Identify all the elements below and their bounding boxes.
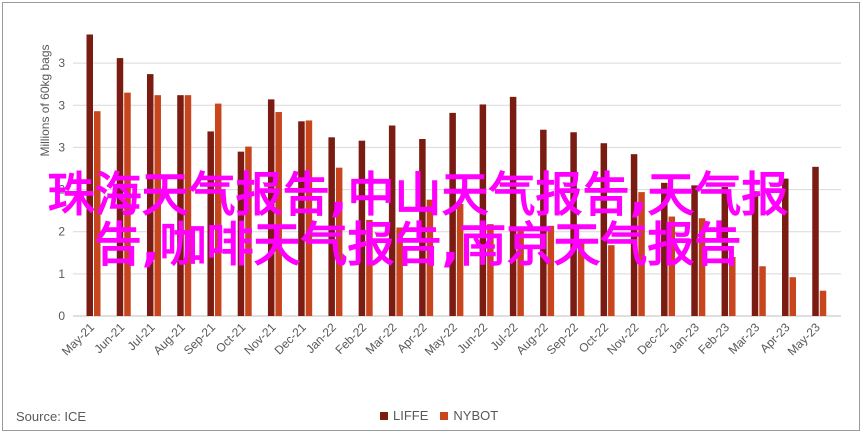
- x-tick-label: Feb-23: [695, 320, 732, 357]
- y-tick-label: 3: [58, 98, 65, 112]
- y-tick-label: 3: [58, 56, 65, 70]
- bar-nybot: [638, 192, 645, 316]
- x-tick-label: Aug-21: [151, 320, 188, 357]
- bar-nybot: [819, 290, 827, 316]
- y-tick-label: 3: [58, 140, 65, 154]
- bar-nybot: [789, 277, 797, 316]
- y-tick-label: 2: [58, 183, 65, 197]
- bar-nybot: [698, 218, 706, 316]
- x-tick-label: Jun-22: [454, 320, 490, 356]
- bar-liffe: [237, 151, 245, 316]
- x-tick-label: Feb-22: [332, 320, 369, 357]
- bar-liffe: [570, 132, 577, 316]
- x-tick-label: Aug-22: [513, 320, 550, 357]
- bar-liffe: [267, 99, 275, 316]
- bar-nybot: [517, 226, 524, 316]
- bar-nybot: [487, 224, 494, 316]
- bar-liffe: [509, 96, 517, 316]
- bar-nybot: [275, 112, 282, 317]
- x-tick-label: May-23: [785, 320, 823, 358]
- x-tick-label: Mar-23: [726, 320, 763, 357]
- legend-swatch-liffe: [380, 411, 388, 420]
- x-tick-label: Jan-23: [666, 320, 702, 356]
- bar-liffe: [540, 129, 547, 316]
- bar-nybot: [305, 120, 313, 316]
- bar-liffe: [812, 166, 819, 316]
- x-tick-label: Dec-21: [272, 320, 309, 357]
- x-tick-label: May-22: [422, 320, 460, 358]
- chart-frame: 0 1 2 2 3 3 3 Millions of 60kg bags May-21 Jun-21…: [2, 2, 860, 431]
- bar-liffe: [721, 187, 729, 316]
- bar-nybot: [426, 199, 434, 316]
- legend-item-nybot: NYBOT: [440, 408, 498, 423]
- x-tick-label: Jan-22: [303, 320, 339, 356]
- bar-nybot: [335, 167, 343, 316]
- bar-nybot: [729, 257, 736, 316]
- bar-liffe: [146, 74, 154, 316]
- bar-liffe: [328, 137, 335, 316]
- bar-liffe: [177, 95, 184, 317]
- bar-liffe: [751, 191, 759, 316]
- legend-label-liffe: LIFFE: [393, 408, 429, 423]
- bar-liffe: [661, 182, 668, 316]
- x-tick-label: Sep-22: [544, 320, 581, 357]
- bar-liffe: [782, 178, 789, 316]
- bar-liffe: [691, 185, 698, 316]
- bar-liffe: [358, 140, 366, 316]
- y-tick-label: 1: [58, 267, 65, 281]
- y-tick-label: 2: [58, 225, 65, 239]
- legend-label-nybot: NYBOT: [453, 408, 499, 423]
- bar-nybot: [396, 227, 403, 316]
- y-tick-label: 0: [58, 309, 65, 323]
- x-tick-label: Jun-21: [92, 320, 128, 356]
- bar-liffe: [419, 139, 426, 316]
- bar-nybot: [759, 266, 766, 316]
- y-axis-title: Millions of 60kg bags: [38, 44, 52, 156]
- bar-nybot: [124, 92, 131, 317]
- bar-liffe: [207, 131, 214, 316]
- bar-nybot: [456, 203, 464, 316]
- x-tick-label: May-21: [59, 320, 97, 358]
- bar-liffe: [298, 121, 305, 316]
- x-tick-label: Dec-22: [634, 320, 671, 357]
- x-tick-label: Mar-22: [363, 320, 400, 357]
- bar-liffe: [449, 112, 456, 316]
- bar-nybot: [608, 245, 615, 316]
- bar-liffe: [600, 143, 608, 316]
- bar-liffe: [479, 104, 487, 316]
- source-note: Source: ICE: [16, 409, 87, 424]
- bar-liffe: [86, 34, 93, 316]
- bar-nybot: [184, 95, 192, 317]
- bar-nybot: [577, 240, 585, 316]
- chart-plot: 0 1 2 2 3 3 3 Millions of 60kg bags May-21Jun-21…: [38, 34, 841, 358]
- x-tick-label: Nov-21: [241, 320, 278, 357]
- bar-nybot: [366, 219, 373, 316]
- overlay-watermark-text: 珠海天气报告,中山天气报告,天气报告,咖啡天气报告,南京天气报告: [47, 168, 789, 273]
- x-tick-label: Sep-21: [181, 320, 218, 357]
- bar-nybot: [668, 216, 676, 316]
- bar-nybot: [245, 146, 252, 316]
- bar-nybot: [547, 225, 555, 316]
- bar-nybot: [94, 111, 101, 316]
- x-tick-label: Nov-22: [604, 320, 641, 357]
- bar-nybot: [214, 103, 222, 316]
- legend-swatch-nybot: [440, 411, 449, 420]
- legend-item-liffe: LIFFE: [380, 408, 428, 423]
- bar-nybot: [154, 95, 161, 317]
- bar-liffe: [116, 58, 124, 316]
- bar-liffe: [388, 125, 396, 316]
- bar-liffe: [630, 154, 638, 316]
- chart-legend: LIFFE NYBOT: [380, 408, 498, 423]
